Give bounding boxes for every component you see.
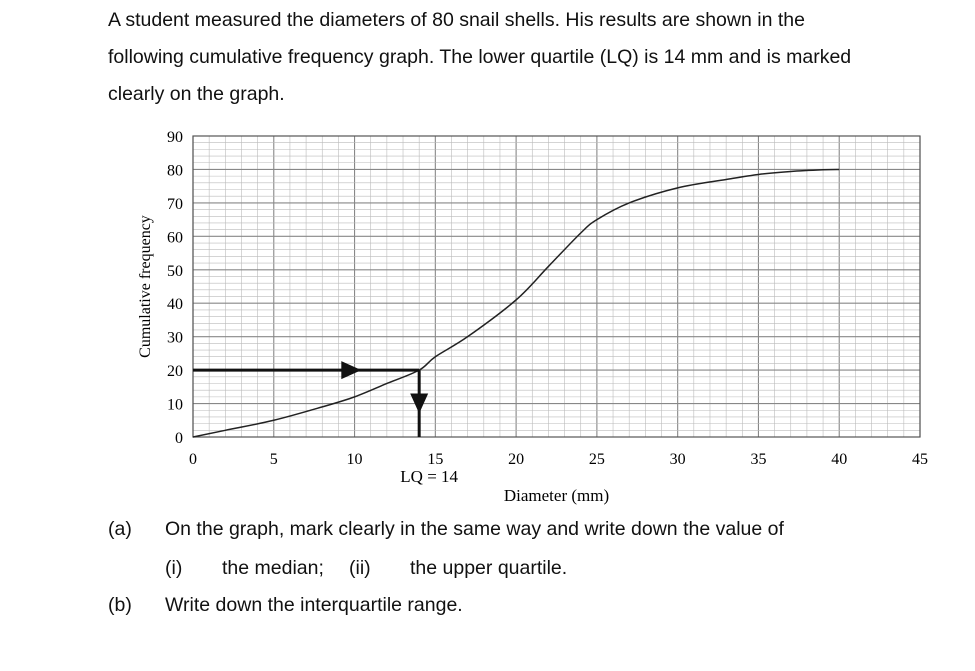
x-tick-label: 30 (670, 451, 686, 468)
y-tick-label: 80 (167, 162, 183, 179)
part-a-i-label: (i) (165, 557, 183, 579)
part-a-ii-label: (ii) (349, 557, 371, 579)
x-tick-label: 45 (912, 451, 928, 468)
part-b-label: (b) (108, 594, 132, 616)
part-a-ii-text: the upper quartile. (410, 557, 568, 579)
question-intro: A student measured the diameters of 80 s… (108, 2, 958, 113)
x-tick-label: 5 (270, 451, 278, 468)
lq-marker (193, 361, 429, 437)
y-tick-label: 60 (167, 229, 183, 246)
part-a-i-text: the median; (222, 557, 324, 579)
arrow-right-icon (341, 361, 362, 380)
part-b-text: Write down the interquartile range. (165, 594, 463, 616)
x-tick-label: 20 (508, 451, 524, 468)
y-axis-label: Cumulative frequency (137, 215, 154, 358)
cumulative-frequency-chart: 0 5 10 15 20 25 30 35 40 45 0 10 20 30 40 50 60 70 80 90 LQ… (137, 129, 928, 505)
y-tick-label: 0 (175, 430, 183, 447)
y-tick-label: 10 (167, 397, 183, 414)
cumulative-frequency-curve (192, 168, 840, 438)
y-tick-label: 90 (167, 129, 183, 146)
intro-line-3: clearly on the graph. (108, 83, 285, 105)
y-tick-label: 20 (167, 363, 183, 380)
x-tick-label: 35 (750, 451, 766, 468)
arrow-down-icon (410, 393, 429, 414)
chart-grid (192, 135, 921, 438)
y-tick-label: 40 (167, 296, 183, 313)
plot-frame (192, 135, 921, 438)
lq-annotation: LQ = 14 (400, 467, 458, 486)
part-a-label: (a) (108, 518, 132, 540)
x-tick-label: 25 (589, 451, 605, 468)
intro-line-1: A student measured the diameters of 80 s… (108, 9, 805, 31)
chart-tick-labels: 0 5 10 15 20 25 30 35 40 45 0 10 20 30 40 50 60 70 80 90 (167, 129, 928, 468)
y-tick-label: 70 (167, 196, 183, 213)
y-tick-label: 30 (167, 330, 183, 347)
x-tick-label: 10 (347, 451, 363, 468)
x-tick-label: 40 (831, 451, 847, 468)
part-a-text: On the graph, mark clearly in the same w… (165, 518, 784, 540)
x-tick-label: 15 (427, 451, 443, 468)
y-tick-label: 50 (167, 263, 183, 280)
x-tick-label: 0 (189, 451, 197, 468)
intro-line-2: following cumulative frequency graph. Th… (108, 46, 852, 68)
x-axis-label: Diameter (mm) (504, 486, 609, 505)
